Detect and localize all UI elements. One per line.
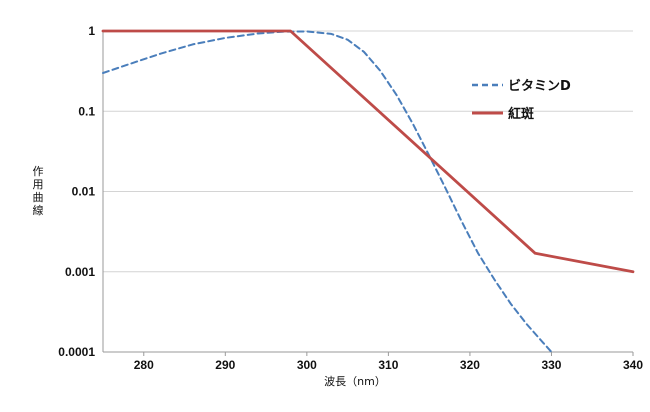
legend: ビタミンD 紅斑	[472, 78, 571, 122]
y-tick-label: 0.01	[72, 185, 96, 199]
axes	[102, 31, 634, 356]
legend-label-erythema: 紅斑	[508, 106, 534, 122]
y-tick-label: 0.0001	[58, 345, 95, 359]
series-line-erythema	[101, 29, 635, 274]
y-axis-title-char: 用	[33, 178, 44, 191]
x-tick-label: 340	[623, 358, 643, 372]
grid	[103, 30, 633, 273]
x-tick-label: 300	[297, 358, 317, 372]
y-tick-label: 1	[88, 24, 95, 38]
y-axis-title-char: 線	[33, 203, 44, 217]
x-axis-title: 波長（nm）	[324, 375, 386, 388]
series-lines	[101, 29, 635, 353]
x-tick-label: 330	[541, 358, 561, 372]
y-axis-title-char: 曲	[33, 191, 44, 204]
tick-labels: 1 0.1 0.01 0.001 0.0001 280 290 300 310 320 330 340	[58, 24, 643, 372]
y-axis-title-char: 作	[33, 165, 44, 178]
y-tick-label: 0.001	[65, 265, 95, 279]
x-tick-label: 290	[215, 358, 235, 372]
y-tick-label: 0.1	[78, 104, 95, 118]
x-tick-label: 310	[378, 358, 398, 372]
legend-label-vitamin-d: ビタミンD	[508, 78, 571, 94]
series-line-vitamin-d	[102, 30, 553, 353]
x-tick-label: 320	[460, 358, 480, 372]
x-tick-label: 280	[134, 358, 154, 372]
